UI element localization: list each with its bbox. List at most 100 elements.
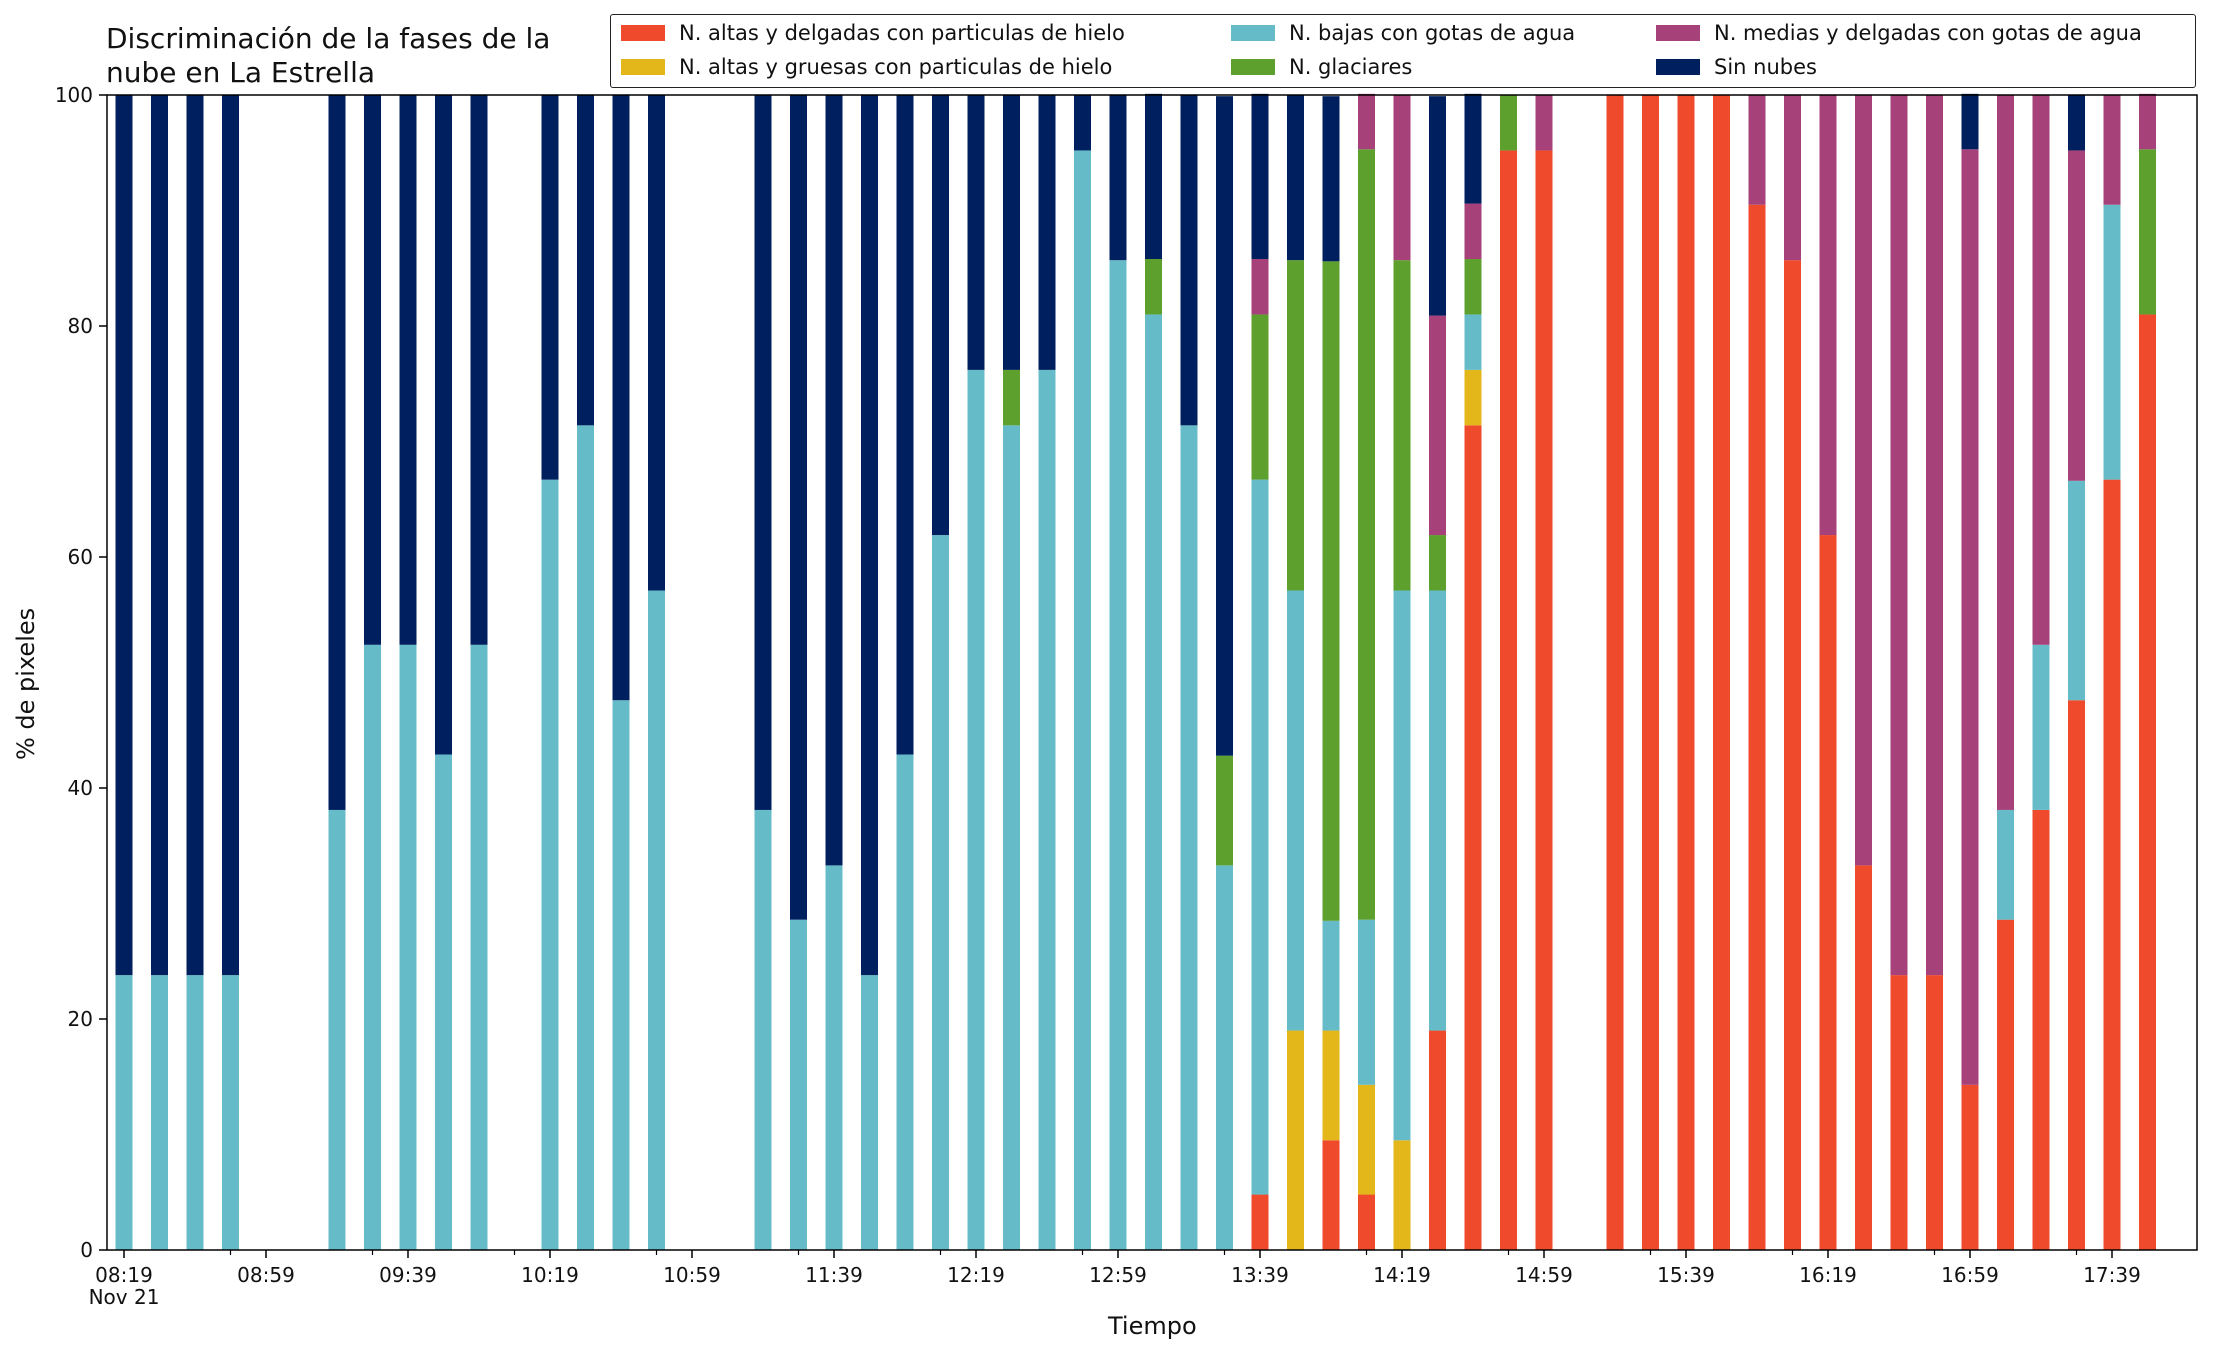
- bar-segment: [1180, 95, 1198, 426]
- bar-segment: [222, 975, 239, 1250]
- bar-segment: [2103, 95, 2121, 205]
- bar-segment: [115, 975, 133, 1250]
- x-tick-label: Nov 21: [89, 1285, 160, 1309]
- bar-segment: [825, 865, 843, 1250]
- bar-segment: [2032, 95, 2050, 645]
- bar-segment: [1677, 95, 1695, 1250]
- bar-segment: [470, 95, 488, 645]
- bar-segment: [470, 644, 488, 1250]
- bar-segment: [1251, 93, 1269, 260]
- x-tick-label: 08:19: [95, 1263, 153, 1287]
- bar-segment: [2032, 809, 2050, 1250]
- bar-segment: [1109, 95, 1127, 261]
- legend-item-bajas: N. bajas con gotas de agua: [1231, 21, 1575, 45]
- bar-segment: [1216, 755, 1233, 866]
- bar-segment: [1358, 93, 1375, 150]
- x-tick-label: 17:39: [2083, 1263, 2141, 1287]
- bar-segment: [541, 479, 559, 1250]
- bar-segment: [1784, 260, 1801, 1250]
- bars-layer: [115, 93, 2156, 1251]
- chart-title: Discriminación de la fases de la nube en…: [106, 22, 551, 89]
- bar-segment: [435, 95, 452, 755]
- bar-segment: [328, 809, 346, 1250]
- bar-segment: [932, 535, 949, 1250]
- bar-segment: [790, 95, 807, 920]
- bar-segment: [1358, 919, 1375, 1085]
- x-tick-label: 14:59: [1515, 1263, 1573, 1287]
- bar-segment: [1606, 95, 1624, 1250]
- x-tick-label: 14:19: [1373, 1263, 1431, 1287]
- bar-segment: [1961, 93, 1979, 150]
- bar-segment: [1287, 95, 1304, 261]
- bar-segment: [2103, 479, 2121, 1250]
- bar-segment: [1748, 204, 1766, 1251]
- bar-segment: [1145, 314, 1162, 1250]
- bar-segment: [1074, 150, 1091, 1251]
- bar-segment: [1358, 1194, 1375, 1250]
- bar-segment: [1322, 920, 1340, 1031]
- y-axis-label: % de pixeles: [12, 607, 40, 760]
- bar-segment: [435, 754, 452, 1250]
- bar-segment: [1109, 260, 1127, 1250]
- bar-segment: [612, 700, 630, 1250]
- bar-segment: [2032, 644, 2050, 810]
- bar-segment: [577, 95, 594, 426]
- bar-segment: [1535, 95, 1553, 151]
- bar-segment: [1961, 149, 1979, 1085]
- bar-segment: [1358, 1084, 1375, 1195]
- bar-segment: [2139, 93, 2156, 150]
- bar-segment: [186, 95, 204, 976]
- bar-segment: [1464, 259, 1482, 315]
- bar-segment: [1961, 1084, 1979, 1250]
- bar-segment: [1642, 95, 1659, 1250]
- bar-segment: [364, 644, 381, 1250]
- legend-label: N. medias y delgadas con gotas de agua: [1714, 21, 2142, 45]
- y-tick-label: 0: [80, 1238, 93, 1262]
- bar-segment: [790, 919, 807, 1250]
- bar-segment: [115, 95, 133, 976]
- bar-segment: [1393, 260, 1411, 591]
- y-tick-label: 100: [55, 83, 93, 107]
- bar-segment: [2068, 95, 2085, 151]
- bar-segment: [1464, 314, 1482, 370]
- bar-segment: [1322, 1140, 1340, 1250]
- bar-segment: [399, 644, 417, 1250]
- bar-segment: [151, 95, 168, 976]
- bar-segment: [151, 975, 168, 1250]
- bar-segment: [1251, 259, 1269, 315]
- bar-segment: [1429, 535, 1446, 591]
- bar-segment: [364, 95, 381, 645]
- legend-label: N. glaciares: [1289, 55, 1413, 79]
- bar-segment: [861, 95, 878, 976]
- bar-segment: [2068, 150, 2085, 481]
- legend-item-glaciares: N. glaciares: [1231, 55, 1412, 79]
- y-tick-label: 80: [68, 314, 93, 338]
- plot-frame: [106, 94, 2198, 1251]
- x-tick-label: 12:19: [947, 1263, 1005, 1287]
- legend-swatch: [621, 25, 665, 41]
- bar-segment: [1500, 150, 1517, 1251]
- x-tick-label: 16:19: [1799, 1263, 1857, 1287]
- legend-swatch: [621, 59, 665, 75]
- bar-segment: [1393, 95, 1411, 261]
- bar-segment: [1216, 96, 1233, 756]
- bar-segment: [1358, 149, 1375, 920]
- bar-segment: [1535, 150, 1553, 1251]
- bar-segment: [1322, 261, 1340, 921]
- bar-segment: [861, 975, 878, 1250]
- bar-segment: [932, 95, 949, 536]
- bar-segment: [896, 95, 914, 755]
- legend: N. altas y delgadas con particulas de hi…: [610, 14, 2196, 88]
- bar-segment: [1855, 95, 1872, 866]
- bar-segment: [186, 975, 204, 1250]
- bar-segment: [1180, 425, 1198, 1251]
- bar-segment: [1393, 590, 1411, 1141]
- bar-segment: [1216, 865, 1233, 1250]
- x-tick-label: 08:59: [237, 1263, 295, 1287]
- bar-segment: [1429, 96, 1446, 316]
- bar-segment: [967, 369, 985, 1250]
- x-tick-label: 10:59: [663, 1263, 721, 1287]
- legend-item-altas-gruesas: N. altas y gruesas con particulas de hie…: [621, 55, 1112, 79]
- x-tick-label: 11:39: [805, 1263, 863, 1287]
